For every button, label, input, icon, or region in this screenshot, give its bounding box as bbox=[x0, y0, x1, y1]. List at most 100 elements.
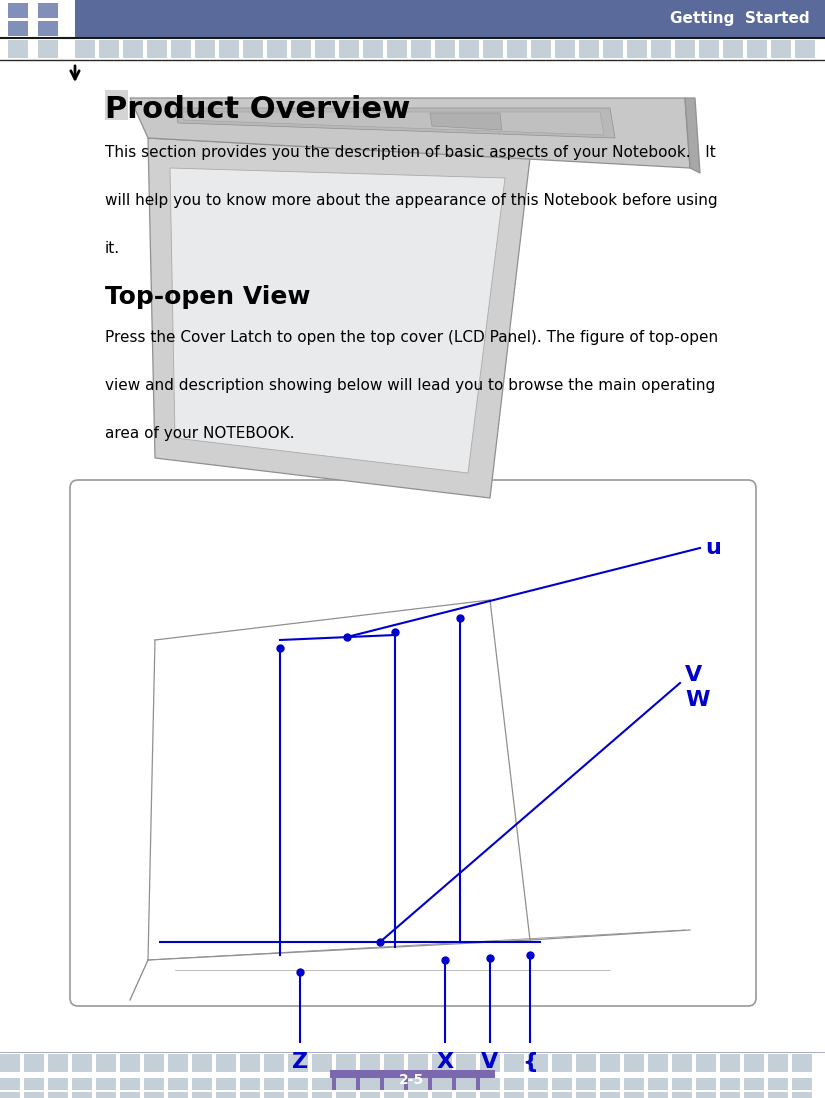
Polygon shape bbox=[170, 168, 505, 473]
Bar bbox=[648, 1078, 668, 1090]
Bar bbox=[8, 21, 28, 36]
Polygon shape bbox=[148, 138, 530, 498]
Bar bbox=[336, 1078, 356, 1090]
Bar bbox=[360, 1054, 380, 1072]
Bar bbox=[411, 40, 431, 58]
Bar bbox=[48, 1093, 68, 1098]
Bar bbox=[744, 1093, 764, 1098]
Text: Top-open View: Top-open View bbox=[105, 285, 310, 309]
Bar bbox=[123, 40, 143, 58]
Bar bbox=[696, 1078, 716, 1090]
Bar bbox=[768, 1093, 788, 1098]
Bar bbox=[576, 1054, 596, 1072]
Polygon shape bbox=[685, 98, 700, 173]
Bar bbox=[792, 1093, 812, 1098]
Bar bbox=[480, 1078, 500, 1090]
Bar bbox=[216, 1093, 236, 1098]
Polygon shape bbox=[130, 98, 690, 168]
Bar bbox=[336, 1054, 356, 1072]
Bar bbox=[48, 1054, 68, 1072]
Bar bbox=[8, 3, 28, 18]
Bar bbox=[480, 1054, 500, 1072]
Bar bbox=[507, 40, 527, 58]
Bar bbox=[768, 1054, 788, 1072]
Bar bbox=[75, 0, 825, 38]
Bar bbox=[480, 1093, 500, 1098]
Bar bbox=[96, 1054, 116, 1072]
Bar bbox=[339, 40, 359, 58]
Bar bbox=[38, 21, 58, 36]
Bar bbox=[312, 1054, 332, 1072]
Bar bbox=[24, 1093, 44, 1098]
Text: will help you to know more about the appearance of this Notebook before using: will help you to know more about the app… bbox=[105, 193, 718, 208]
Text: W: W bbox=[685, 690, 710, 710]
Bar bbox=[456, 1054, 476, 1072]
Bar bbox=[147, 40, 167, 58]
Bar bbox=[576, 1093, 596, 1098]
Bar bbox=[168, 1078, 188, 1090]
Bar bbox=[192, 1054, 212, 1072]
Text: u: u bbox=[705, 538, 721, 558]
Bar bbox=[288, 1093, 308, 1098]
Bar bbox=[312, 1093, 332, 1098]
Bar bbox=[330, 1069, 495, 1090]
Bar bbox=[576, 1078, 596, 1090]
Bar bbox=[120, 1078, 140, 1090]
Bar bbox=[96, 1078, 116, 1090]
Bar bbox=[672, 1078, 692, 1090]
Bar bbox=[168, 1054, 188, 1072]
Bar bbox=[483, 40, 503, 58]
Text: view and description showing below will lead you to browse the main operating: view and description showing below will … bbox=[105, 378, 715, 393]
Bar bbox=[552, 1078, 572, 1090]
Bar bbox=[696, 1054, 716, 1072]
Bar bbox=[72, 1093, 92, 1098]
Bar bbox=[192, 1078, 212, 1090]
Bar bbox=[315, 40, 335, 58]
Bar bbox=[219, 40, 239, 58]
Bar bbox=[600, 1054, 620, 1072]
Text: V: V bbox=[685, 665, 702, 685]
Bar bbox=[408, 1078, 428, 1090]
Text: V: V bbox=[481, 1052, 498, 1072]
Bar bbox=[648, 1054, 668, 1072]
Bar bbox=[240, 1093, 260, 1098]
Text: Getting  Started: Getting Started bbox=[671, 11, 810, 26]
Bar bbox=[105, 90, 128, 120]
Bar bbox=[723, 40, 743, 58]
FancyBboxPatch shape bbox=[70, 480, 756, 1006]
Bar bbox=[624, 1093, 644, 1098]
Bar bbox=[288, 1078, 308, 1090]
Bar bbox=[192, 1093, 212, 1098]
Bar bbox=[675, 40, 695, 58]
Bar bbox=[8, 40, 28, 58]
Polygon shape bbox=[175, 108, 615, 138]
Bar bbox=[552, 1054, 572, 1072]
Bar bbox=[144, 1054, 164, 1072]
Bar bbox=[624, 1078, 644, 1090]
Text: Product Overview: Product Overview bbox=[105, 96, 410, 124]
Bar bbox=[627, 40, 647, 58]
Bar bbox=[528, 1093, 548, 1098]
Bar bbox=[75, 40, 95, 58]
Bar bbox=[792, 1054, 812, 1072]
Bar bbox=[456, 1093, 476, 1098]
Bar bbox=[651, 40, 671, 58]
Bar bbox=[120, 1054, 140, 1072]
Bar bbox=[243, 40, 263, 58]
Bar bbox=[264, 1093, 284, 1098]
Bar bbox=[168, 1093, 188, 1098]
Bar bbox=[120, 1093, 140, 1098]
Bar bbox=[291, 40, 311, 58]
Bar bbox=[435, 40, 455, 58]
Bar bbox=[171, 40, 191, 58]
Bar bbox=[624, 1054, 644, 1072]
Bar bbox=[504, 1054, 524, 1072]
Bar bbox=[747, 40, 767, 58]
Bar bbox=[312, 1078, 332, 1090]
Bar bbox=[795, 40, 815, 58]
Bar bbox=[504, 1093, 524, 1098]
Bar bbox=[384, 1078, 404, 1090]
Bar bbox=[528, 1054, 548, 1072]
Bar bbox=[240, 1054, 260, 1072]
Bar bbox=[720, 1078, 740, 1090]
